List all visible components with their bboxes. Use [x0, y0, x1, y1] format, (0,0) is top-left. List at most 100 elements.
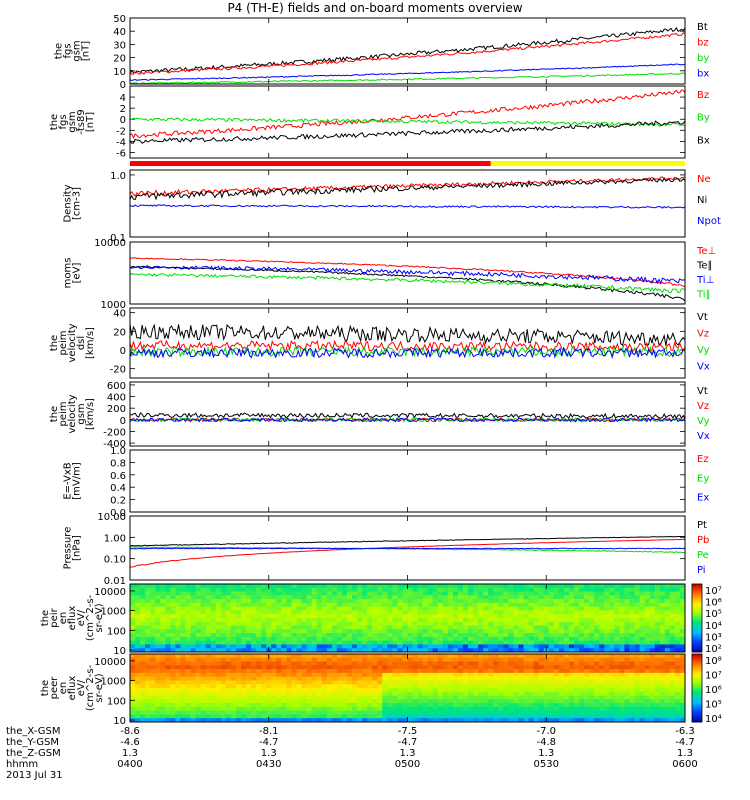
spectrogram-cell [377, 695, 383, 700]
spectrogram-cell [256, 636, 262, 642]
spectrogram-cell [382, 680, 388, 685]
spectrogram-cell [614, 676, 620, 681]
spectrogram-cell [503, 595, 509, 600]
spectrogram-cell [230, 602, 237, 608]
spectrogram-cell [185, 684, 191, 689]
spectrogram-cell [372, 640, 378, 645]
spectrogram-cell [614, 621, 620, 626]
spectrogram-cell [346, 695, 353, 700]
spectrogram-cell [241, 665, 247, 670]
spectrogram-cell [649, 629, 656, 634]
spectrogram-cell [457, 636, 464, 642]
spectrogram-cell [508, 710, 514, 715]
spectrogram-cell [508, 599, 514, 604]
spectrogram-cell [427, 718, 434, 723]
spectrogram-cell [427, 699, 434, 704]
spectrogram-cell [553, 684, 560, 689]
spectrogram-cell [200, 606, 207, 611]
spectrogram-cell [175, 657, 181, 662]
spectrogram-cell [478, 648, 484, 653]
spectrogram-cell [382, 636, 388, 642]
spectrogram-cell [654, 584, 661, 589]
spectrogram-cell [271, 665, 277, 670]
spectrogram-cell [649, 710, 656, 715]
spectrogram-cell [246, 595, 252, 600]
spectrogram-cell [574, 625, 580, 630]
spectrogram-cell [281, 669, 287, 674]
spectrogram-cell [321, 614, 328, 619]
spectrogram-cell [649, 714, 656, 719]
spectrogram-cell [538, 618, 545, 623]
spectrogram-cell [412, 587, 418, 592]
spectrogram-cell [427, 587, 434, 592]
spectrogram-cell [468, 595, 474, 600]
spectrogram-cell [200, 680, 207, 685]
spectrogram-cell [639, 633, 646, 638]
spectrogram-cell [261, 636, 267, 642]
spectrogram-cell [331, 595, 338, 600]
colorbar-cell [692, 677, 702, 680]
spectrogram-cell [397, 695, 403, 700]
spectrogram-cell [175, 699, 181, 704]
y-tick-label: 400 [107, 393, 126, 404]
spectrogram-cell [251, 684, 257, 689]
spectrogram-cell [210, 714, 217, 719]
colorbar-tick-label: 10⁶ [705, 598, 722, 609]
spectrogram-cell [306, 714, 313, 719]
spectrogram-cell [508, 595, 514, 600]
spectrogram-cell [321, 672, 328, 678]
spectrogram-cell [659, 665, 666, 670]
spectrogram-cell [266, 680, 272, 685]
spectrogram-cell [563, 614, 570, 619]
spectrogram-cell [493, 629, 499, 634]
spectrogram-cell [463, 584, 469, 589]
spectrogram-cell [301, 669, 307, 674]
spectrogram-cell [362, 636, 368, 642]
spectrogram-cell [362, 669, 368, 674]
spectrogram-cell [654, 633, 661, 638]
spectrogram-cell [150, 587, 156, 592]
spectrogram-cell [629, 629, 635, 634]
spectrogram-cell [266, 714, 272, 719]
spectrogram-cell [619, 584, 625, 589]
spectrogram-cell [150, 610, 156, 615]
spectrogram-cell [548, 714, 555, 719]
spectrogram-cell [402, 591, 408, 596]
spectrogram-cell [140, 595, 146, 600]
spectrogram-cell [301, 591, 307, 596]
spectrogram-cell [296, 676, 302, 681]
spectrogram-cell [669, 691, 676, 696]
spectrogram-cell [508, 602, 514, 608]
spectrogram-cell [503, 614, 509, 619]
spectrogram-cell [589, 614, 595, 619]
spectrogram-cell [397, 648, 403, 653]
spectrogram-cell [619, 718, 625, 723]
spectrogram-cell [266, 657, 272, 662]
spectrogram-cell [568, 591, 575, 596]
spectrogram-cell [538, 665, 545, 670]
spectrogram-cell [442, 629, 449, 634]
spectrogram-cell [639, 699, 646, 704]
spectrogram-cell [377, 633, 383, 638]
spectrogram-cell [336, 665, 343, 670]
spectrogram-cell [291, 633, 297, 638]
spectrogram-cell [669, 661, 676, 666]
spectrogram-cell [241, 599, 247, 604]
spectrogram-cell [679, 625, 686, 630]
spectrogram-cell [397, 718, 403, 723]
spectrogram-cell [468, 606, 474, 611]
spectrogram-cell [321, 621, 328, 626]
spectrogram-cell [382, 699, 388, 704]
spectrogram-cell [574, 587, 580, 592]
spectrogram-cell [357, 587, 363, 592]
spectrogram-cell [195, 710, 202, 715]
spectrogram-cell [674, 684, 681, 689]
spectrogram-cell [362, 654, 368, 659]
spectrogram-cell [225, 672, 232, 678]
spectrogram-cell [220, 703, 227, 708]
spectrogram-cell [659, 610, 666, 615]
spectrogram-cell [180, 644, 186, 649]
spectrogram-cell [301, 640, 307, 645]
spectrogram-cell [669, 644, 676, 649]
spectrogram-cell [251, 680, 257, 685]
